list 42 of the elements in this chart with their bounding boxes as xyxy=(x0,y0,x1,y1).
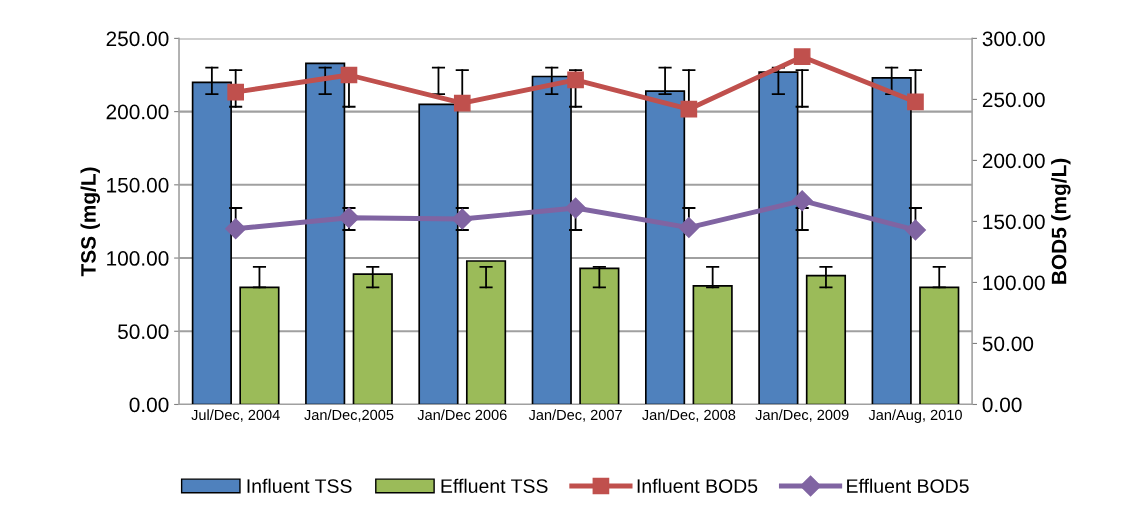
y2-axis-title: BOD5 (mg/L) xyxy=(1051,158,1071,284)
point xyxy=(340,66,358,84)
point xyxy=(453,94,471,112)
y-tick-label: 200.00 xyxy=(106,104,169,120)
point xyxy=(680,100,698,118)
point xyxy=(904,219,926,241)
bar xyxy=(579,267,620,405)
point xyxy=(565,197,587,219)
point xyxy=(678,217,700,239)
x-tick-label: Jan/Dec, 2009 xyxy=(755,409,849,422)
x-tick-label: Jan/Dec, 2007 xyxy=(528,409,622,422)
y2-tick-label: 250.00 xyxy=(982,92,1045,108)
x-tick-label: Jan/Dec,2005 xyxy=(304,409,394,422)
legend-label: Effluent TSS xyxy=(441,478,548,493)
y2-tick-label: 200.00 xyxy=(982,153,1045,169)
y2-tick-label: 100.00 xyxy=(983,275,1045,291)
bar xyxy=(919,286,960,405)
point xyxy=(793,48,811,66)
point xyxy=(907,93,924,111)
y-tick-label: 250.00 xyxy=(106,31,169,47)
legend-label: Effluent BOD5 xyxy=(847,478,969,493)
y2-tick-label: 300.00 xyxy=(982,31,1045,47)
y-tick-label: 50.00 xyxy=(118,324,169,340)
legend-label: Influent BOD5 xyxy=(637,478,758,493)
y2-tick-label: 50.00 xyxy=(982,336,1034,352)
y-tick-label: 0.00 xyxy=(129,397,169,413)
bar xyxy=(239,286,280,405)
legend-label: Influent TSS xyxy=(247,478,352,493)
y-axis-title: TSS (mg/L) xyxy=(80,167,101,277)
y-tick-label: 150.00 xyxy=(107,177,169,193)
x-tick-label: Jan/Dec, 2008 xyxy=(642,409,736,422)
y-tick-label: 100.00 xyxy=(107,251,169,266)
point xyxy=(567,71,584,89)
x-tick-label: Jul/Dec, 2004 xyxy=(191,409,280,422)
y2-tick-label: 0.00 xyxy=(982,397,1022,413)
y2-tick-label: 150.00 xyxy=(983,214,1045,230)
point xyxy=(791,190,813,212)
point xyxy=(225,218,247,240)
bar xyxy=(465,260,507,405)
point xyxy=(227,83,244,101)
x-tick-label: Jan/Aug, 2010 xyxy=(868,409,962,423)
x-tick-label: Jan/Dec 2006 xyxy=(417,409,507,421)
